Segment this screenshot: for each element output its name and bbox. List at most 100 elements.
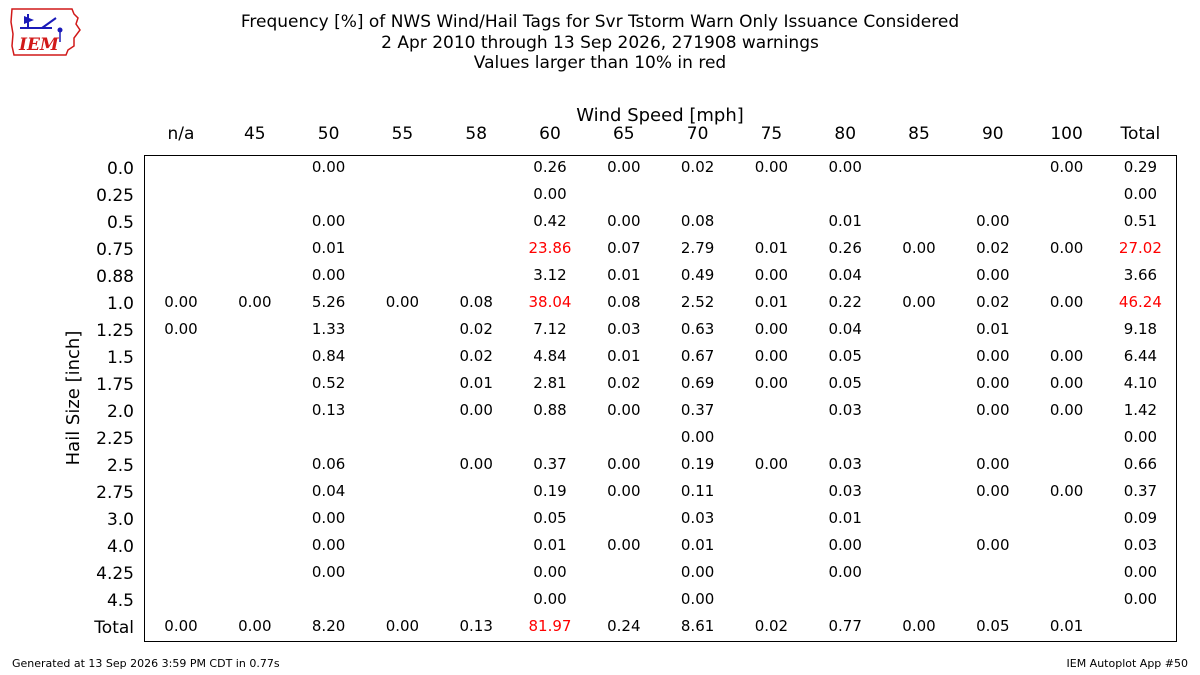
column-header: 75 bbox=[761, 124, 783, 144]
table-cell-value: 0.05 bbox=[976, 617, 1009, 635]
table-cell-value: 0.01 bbox=[533, 536, 566, 554]
table-cell-value: 0.24 bbox=[607, 617, 640, 635]
table-cell-value: 0.01 bbox=[607, 266, 640, 284]
table-cell-value: 0.00 bbox=[386, 617, 419, 635]
row-label: 3.0 bbox=[107, 510, 134, 530]
row-labels: 0.0 0.25 0.5 0.75 0.88 1.0 1.25 1.5 1.75 2.0 2.25 2… bbox=[93, 159, 134, 638]
column-header: 55 bbox=[392, 124, 414, 144]
table-cell-value: 0.05 bbox=[533, 509, 566, 527]
table-cell-value: 3.12 bbox=[533, 266, 566, 284]
table-cell-value: 0.00 bbox=[312, 158, 345, 176]
table-cell-value: 0.37 bbox=[533, 455, 566, 473]
table-cell-value: 0.00 bbox=[238, 293, 271, 311]
table-cell-value: 0.02 bbox=[681, 158, 714, 176]
row-label: 4.0 bbox=[107, 537, 134, 557]
column-header: 70 bbox=[687, 124, 709, 144]
table-cell-value: 0.69 bbox=[681, 374, 714, 392]
app-identifier: IEM Autoplot App #50 bbox=[1066, 657, 1189, 670]
table-cell-value: 9.18 bbox=[1124, 320, 1157, 338]
table-cell-value: 7.12 bbox=[533, 320, 566, 338]
table-cell-value: 46.24 bbox=[1119, 293, 1162, 311]
table-cell-value: 0.02 bbox=[459, 320, 492, 338]
table-cell-value: 0.00 bbox=[976, 347, 1009, 365]
table-cell-value: 4.84 bbox=[533, 347, 566, 365]
row-label: 2.75 bbox=[96, 483, 134, 503]
row-label: 2.0 bbox=[107, 402, 134, 422]
table-cell-value: 0.00 bbox=[459, 455, 492, 473]
table-cell-value: 0.00 bbox=[312, 509, 345, 527]
table-cell-value: 0.02 bbox=[755, 617, 788, 635]
table-cell-value: 0.01 bbox=[681, 536, 714, 554]
row-label: 1.0 bbox=[107, 294, 134, 314]
table-cell-value: 0.00 bbox=[607, 158, 640, 176]
table-cell-value: 0.03 bbox=[828, 401, 861, 419]
table-cell-value: 0.00 bbox=[976, 266, 1009, 284]
table-cell-value: 0.05 bbox=[828, 347, 861, 365]
table-cell-value: 0.00 bbox=[164, 320, 197, 338]
table-cell-value: 0.00 bbox=[1124, 590, 1157, 608]
table-cell-value: 0.00 bbox=[828, 158, 861, 176]
table-cell-value: 0.00 bbox=[1050, 293, 1083, 311]
table-cell-value: 0.52 bbox=[312, 374, 345, 392]
column-header: 90 bbox=[982, 124, 1004, 144]
table-cell-value: 0.37 bbox=[1124, 482, 1157, 500]
column-header: Total bbox=[1120, 124, 1161, 144]
table-cell-value: 0.19 bbox=[533, 482, 566, 500]
table-cell-value: 0.00 bbox=[976, 401, 1009, 419]
table-cell-value: 0.04 bbox=[312, 482, 345, 500]
table-cell-value: 0.03 bbox=[681, 509, 714, 527]
table-cell-value: 0.00 bbox=[976, 455, 1009, 473]
table-cell-value: 0.00 bbox=[902, 617, 935, 635]
table-cell-value: 0.00 bbox=[1050, 401, 1083, 419]
table-cell-value: 0.08 bbox=[459, 293, 492, 311]
table-cell-value: 2.79 bbox=[681, 239, 714, 257]
table-cell-value: 0.04 bbox=[828, 320, 861, 338]
table-cell-value: 0.00 bbox=[164, 293, 197, 311]
table-cell-value: 0.01 bbox=[312, 239, 345, 257]
table-cell-value: 0.00 bbox=[607, 401, 640, 419]
table-cell-value: 0.00 bbox=[312, 536, 345, 554]
table-cell-value: 0.26 bbox=[828, 239, 861, 257]
table-cell-value: 0.42 bbox=[533, 212, 566, 230]
table-cell-value: 0.00 bbox=[1050, 482, 1083, 500]
table-cell-value: 0.00 bbox=[312, 563, 345, 581]
table-cell-value: 0.13 bbox=[312, 401, 345, 419]
column-header: 50 bbox=[318, 124, 340, 144]
table-cell-value: 0.05 bbox=[828, 374, 861, 392]
table-cell-value: 0.29 bbox=[1124, 158, 1157, 176]
table-cell-value: 0.02 bbox=[976, 293, 1009, 311]
table-cell-value: 0.06 bbox=[312, 455, 345, 473]
table-cell-value: 0.03 bbox=[607, 320, 640, 338]
table-cell-value: 0.00 bbox=[976, 482, 1009, 500]
table-cell-value: 0.01 bbox=[976, 320, 1009, 338]
table-cell-value: 0.01 bbox=[607, 347, 640, 365]
row-label: 0.75 bbox=[96, 240, 134, 260]
table-cell-value: 0.01 bbox=[1050, 617, 1083, 635]
table-cell-value: 0.00 bbox=[755, 266, 788, 284]
table-cell-value: 0.00 bbox=[312, 212, 345, 230]
table-cell-value: 0.04 bbox=[828, 266, 861, 284]
chart-title-line-2: 2 Apr 2010 through 13 Sep 2026, 271908 w… bbox=[381, 33, 819, 53]
table-cell-value: 0.00 bbox=[1050, 374, 1083, 392]
table-cell-value: 3.66 bbox=[1124, 266, 1157, 284]
iem-logo: IEM bbox=[10, 8, 81, 56]
table-cell-value: 0.00 bbox=[607, 482, 640, 500]
column-header: 60 bbox=[539, 124, 561, 144]
table-cell-value: 0.00 bbox=[1050, 347, 1083, 365]
column-header: 45 bbox=[244, 124, 266, 144]
column-header: 65 bbox=[613, 124, 635, 144]
row-label: 0.0 bbox=[107, 159, 134, 179]
generated-timestamp: Generated at 13 Sep 2026 3:59 PM CDT in … bbox=[12, 657, 280, 670]
row-label: 2.5 bbox=[107, 456, 134, 476]
row-label: 4.25 bbox=[96, 564, 134, 584]
table-cell-value: 23.86 bbox=[529, 239, 572, 257]
table-cell-value: 0.00 bbox=[681, 428, 714, 446]
table-cell-value: 0.08 bbox=[681, 212, 714, 230]
table-cell-value: 0.01 bbox=[828, 212, 861, 230]
row-label: Total bbox=[93, 618, 134, 638]
table-cell-value: 0.00 bbox=[386, 293, 419, 311]
row-label: 1.5 bbox=[107, 348, 134, 368]
table-cell-value: 0.00 bbox=[828, 563, 861, 581]
row-label: 2.25 bbox=[96, 429, 134, 449]
